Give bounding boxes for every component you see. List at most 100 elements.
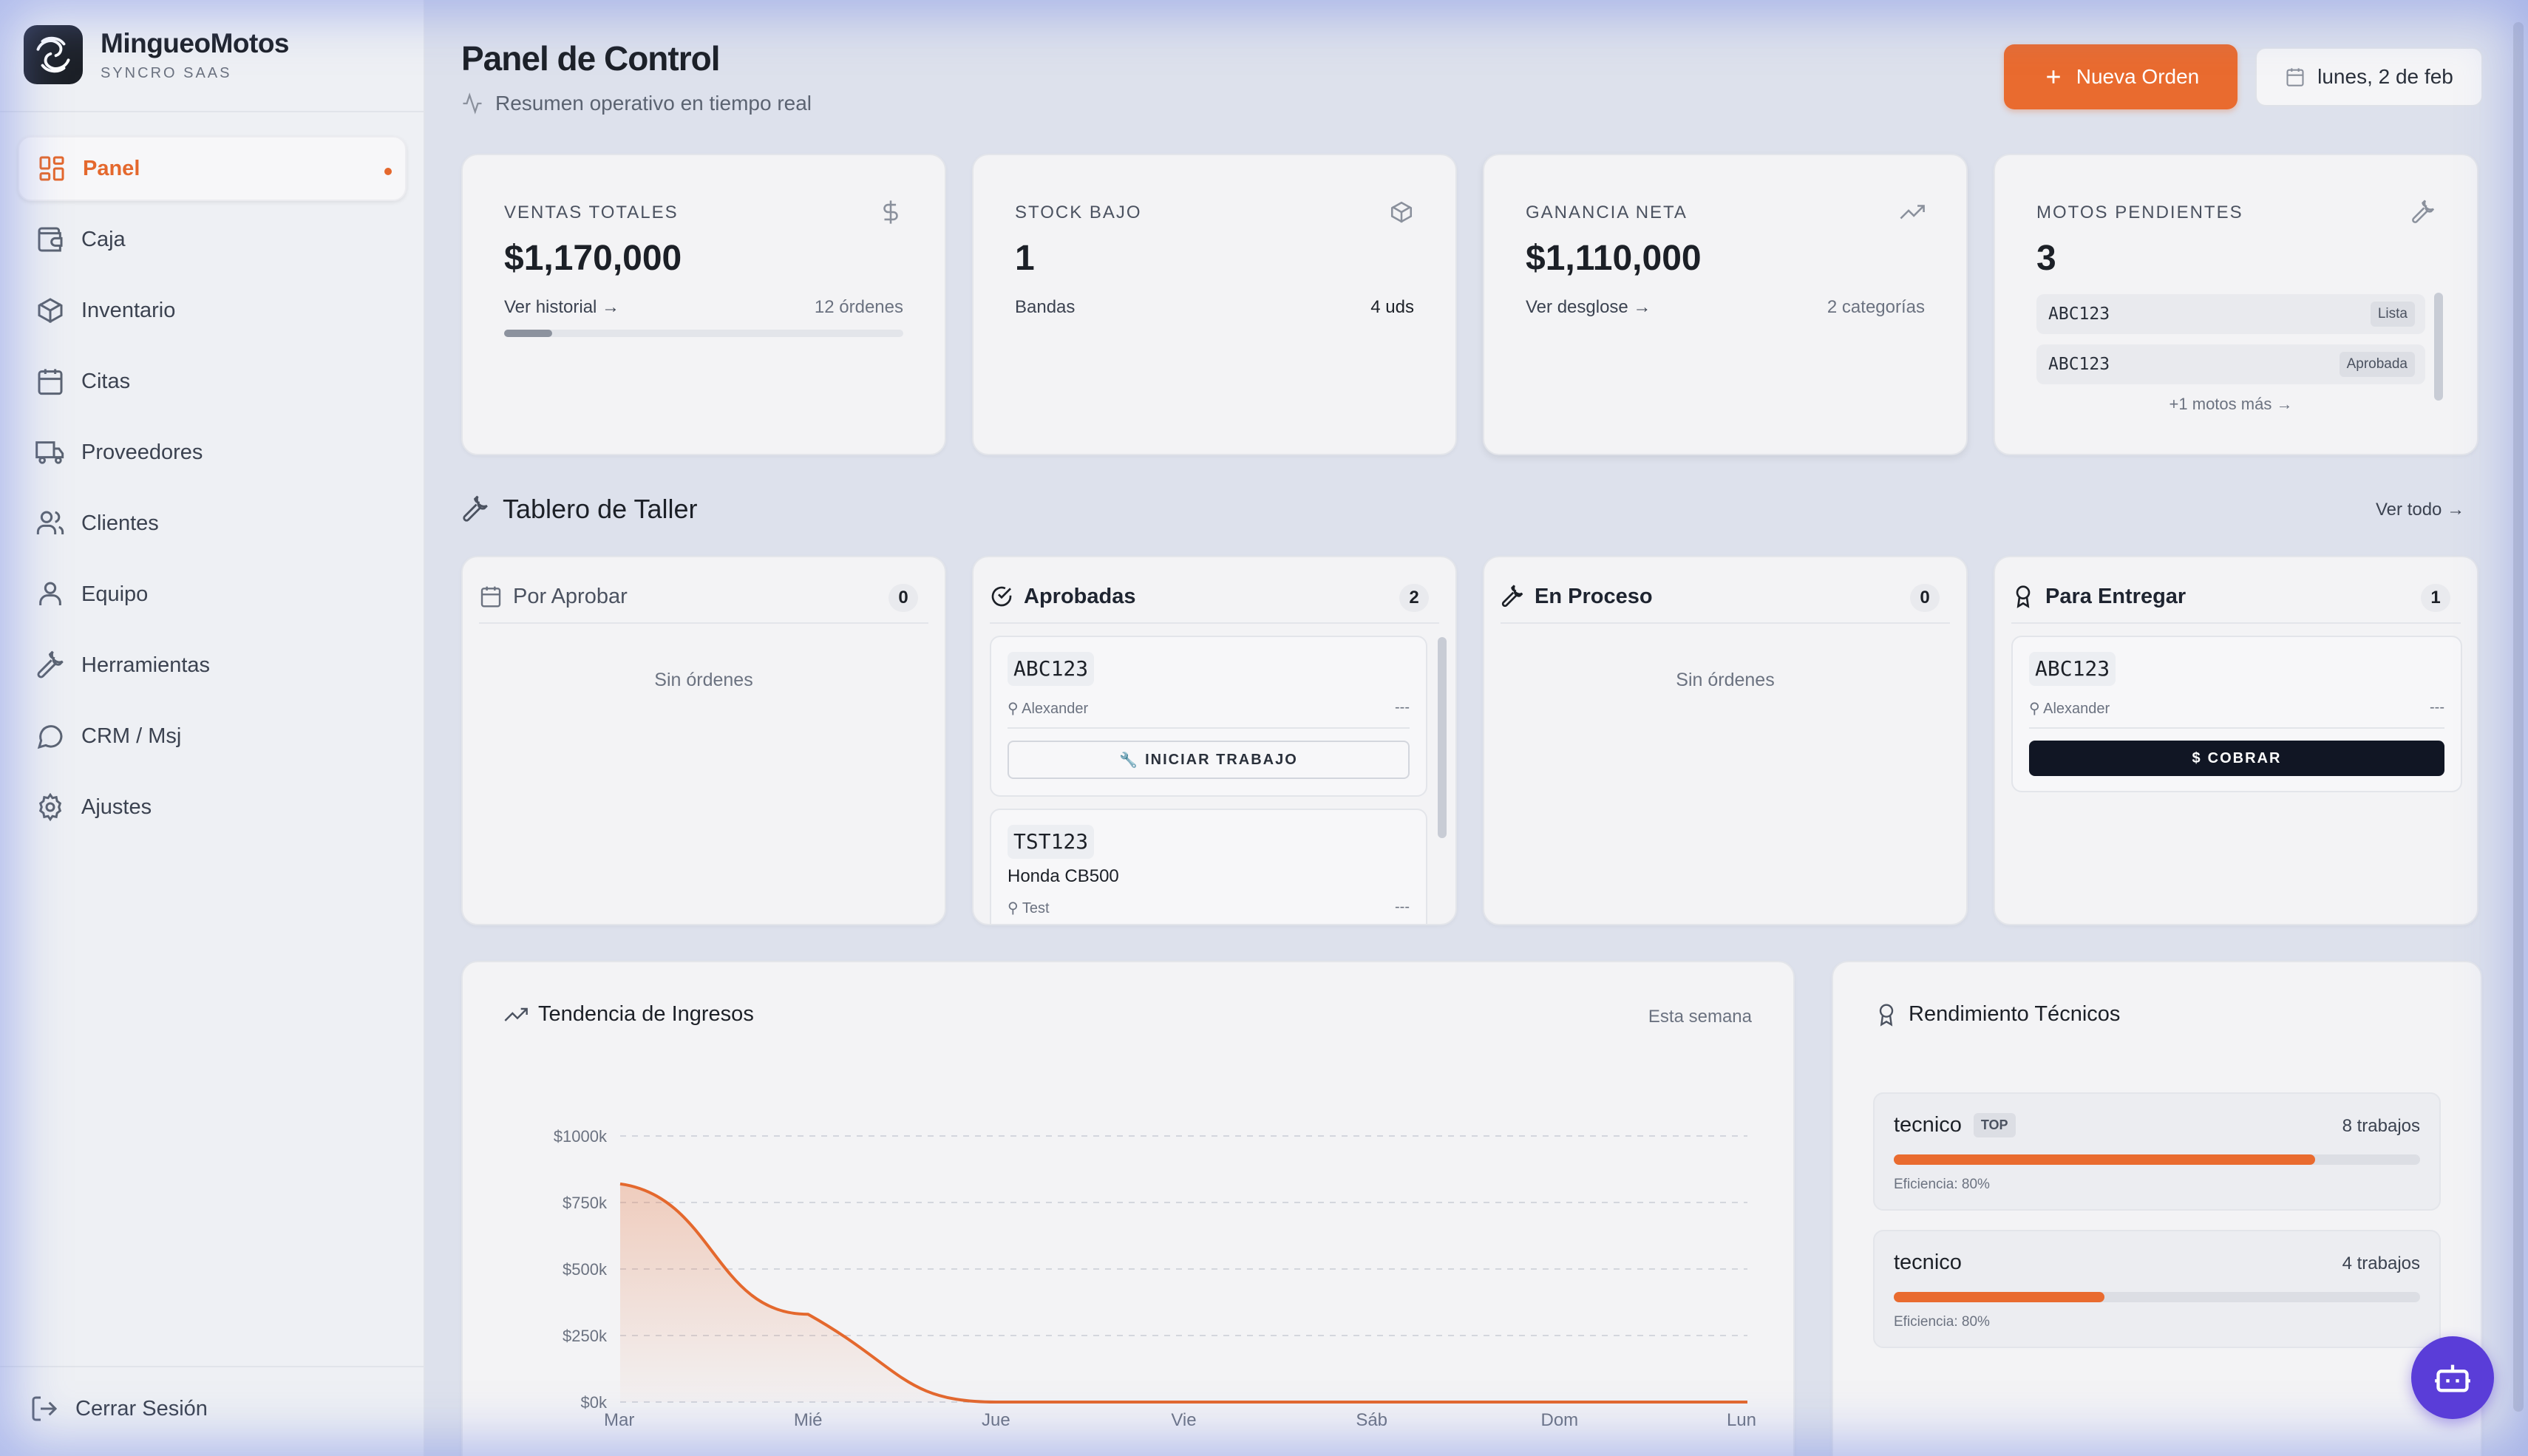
main-content: Panel de Control Resumen operativo en ti… <box>426 0 2528 1456</box>
logo-icon <box>24 25 83 84</box>
sidebar-divider <box>0 111 424 112</box>
order-technician-name: Test <box>1022 900 1050 916</box>
y-tick-label: $250k <box>563 1327 608 1345</box>
x-tick-label: Vie <box>1171 1410 1196 1430</box>
pending-row[interactable]: ABC123 Aprobada <box>2036 344 2425 384</box>
sidebar-item-clientes[interactable]: Clientes <box>18 491 407 556</box>
page-subtitle: Resumen operativo en tiempo real <box>461 92 812 115</box>
x-tick-label: Mar <box>604 1410 634 1430</box>
sidebar-item-label: Panel <box>83 156 140 180</box>
low-stock-item: Bandas <box>1015 297 1076 317</box>
technician-progress-fill <box>1894 1154 2315 1165</box>
technician-name: tecnico TOP <box>1894 1113 2016 1137</box>
sidebar-item-crm[interactable]: CRM / Msj <box>18 704 407 769</box>
column-para-entregar: Para Entregar 1 ABC123 ⚲ Alexander --- $… <box>1994 556 2478 925</box>
sidebar-item-equipo[interactable]: Equipo <box>18 562 407 627</box>
sidebar-item-label: Clientes <box>81 511 159 535</box>
technician-row[interactable]: tecnico TOP 8 trabajos Eficiencia: 80% <box>1873 1092 2441 1211</box>
box-icon <box>1390 201 1413 223</box>
low-stock-qty: 4 uds <box>1370 297 1414 317</box>
sidebar-item-ajustes[interactable]: Ajustes <box>18 775 407 840</box>
column-title: Para Entregar <box>2045 584 2186 608</box>
pending-list: ABC123 Lista ABC123 Aprobada +1 motos má… <box>2036 294 2425 411</box>
order-id: TST123 <box>1008 825 1095 859</box>
order-model: Honda CB500 <box>1008 866 1119 886</box>
column-por-aprobar: Por Aprobar 0 Sin órdenes <box>461 556 946 925</box>
calendar-icon <box>2286 68 2304 86</box>
view-breakdown-link[interactable]: Ver desglose → <box>1526 297 1651 317</box>
date-button[interactable]: lunes, 2 de feb <box>2255 47 2483 106</box>
x-tick-label: Sáb <box>1356 1410 1387 1430</box>
sidebar: MingueoMotos SYNCRO SAAS Panel Caja Inve… <box>0 0 425 1456</box>
technician-progress-track <box>1894 1292 2420 1302</box>
chart-range: Esta semana <box>1648 1007 1752 1027</box>
technicians-title-text: Rendimiento Técnicos <box>1909 1002 2121 1026</box>
user-icon: ⚲ <box>1008 900 1022 916</box>
new-order-button[interactable]: Nueva Orden <box>2004 44 2238 109</box>
award-icon <box>1879 1003 1894 1027</box>
sidebar-item-inventario[interactable]: Inventario <box>18 278 407 343</box>
technician-jobs: 8 trabajos <box>2342 1116 2420 1136</box>
logout-button[interactable]: Cerrar Sesión <box>30 1394 208 1423</box>
users-icon <box>36 511 64 534</box>
sidebar-item-label: Equipo <box>81 582 149 606</box>
new-order-label: Nueva Orden <box>2076 65 2200 88</box>
income-chart: $0k $250k $500k $750k $1000k Mar Mié Jue Vie Sáb D… <box>554 1127 1756 1430</box>
technician-name: tecnico <box>1894 1251 1962 1275</box>
x-tick-label: Dom <box>1540 1410 1578 1430</box>
sidebar-item-herramientas[interactable]: Herramientas <box>18 633 407 698</box>
empty-state: Sin órdenes <box>1676 670 1775 690</box>
start-work-button[interactable]: 🔧 INICIAR TRABAJO <box>1008 741 1410 779</box>
empty-state: Sin órdenes <box>654 670 753 690</box>
sidebar-item-proveedores[interactable]: Proveedores <box>18 420 407 485</box>
stat-card-ganancia: GANANCIA NETA $1,110,000 Ver desglose → … <box>1483 154 1968 455</box>
sidebar-item-label: Proveedores <box>81 440 203 464</box>
order-extra: --- <box>2430 699 2444 715</box>
calendar-icon <box>480 586 501 608</box>
sidebar-item-label: Inventario <box>81 298 176 322</box>
more-motos-link[interactable]: +1 motos más → <box>2169 395 2293 411</box>
order-card[interactable]: ABC123 ⚲ Alexander --- $ COBRAR <box>2011 636 2462 792</box>
charge-button[interactable]: $ COBRAR <box>2029 741 2444 776</box>
order-card[interactable]: ABC123 ⚲ Alexander --- 🔧 INICIAR TRABAJO <box>990 636 1427 797</box>
y-tick-label: $750k <box>563 1194 608 1212</box>
sales-progress-fill <box>504 330 552 337</box>
stat-label: STOCK BAJO <box>1015 203 1142 222</box>
wrench-icon <box>2412 200 2435 223</box>
sidebar-item-label: CRM / Msj <box>81 724 182 748</box>
page-scrollbar-thumb[interactable] <box>2513 22 2524 1412</box>
plus-icon <box>2046 70 2060 84</box>
gear-icon <box>38 792 62 822</box>
sidebar-item-citas[interactable]: Citas <box>18 349 407 414</box>
date-label: lunes, 2 de feb <box>2317 65 2453 88</box>
active-indicator <box>384 168 392 175</box>
technicians-title: Rendimiento Técnicos <box>1875 1002 2120 1027</box>
dollar-icon <box>883 200 898 224</box>
sidebar-item-panel[interactable]: Panel <box>18 136 407 201</box>
sidebar-item-caja[interactable]: Caja <box>18 207 407 272</box>
technician-row[interactable]: tecnico 4 trabajos Eficiencia: 80% <box>1873 1230 2441 1348</box>
brand[interactable]: MingueoMotos SYNCRO SAAS <box>24 25 290 84</box>
see-all-link[interactable]: Ver todo → <box>2376 500 2465 520</box>
page-scrollbar[interactable] <box>2513 22 2524 1412</box>
orders-count: 12 órdenes <box>814 297 903 317</box>
user-icon: ⚲ <box>1008 701 1022 717</box>
column-count: 0 <box>1910 584 1940 612</box>
sidebar-item-label: Caja <box>81 227 126 251</box>
column-title: Por Aprobar <box>513 584 628 608</box>
page-subtitle-text: Resumen operativo en tiempo real <box>495 92 812 115</box>
order-technician: ⚲ Test <box>1008 899 1050 917</box>
board-title-text: Tablero de Taller <box>503 494 698 524</box>
assistant-bot-button[interactable] <box>2411 1336 2494 1419</box>
order-card[interactable]: TST123 Honda CB500 ⚲ Test --- <box>990 809 1427 924</box>
pending-scrollbar[interactable] <box>2434 293 2443 401</box>
chat-icon <box>37 725 63 749</box>
technician-efficiency: Eficiencia: 80% <box>1894 1314 1990 1330</box>
view-history-link[interactable]: Ver historial → <box>504 297 620 317</box>
x-tick-label: Mié <box>794 1410 823 1430</box>
pending-row[interactable]: ABC123 Lista <box>2036 294 2425 334</box>
column-header: En Proceso 0 <box>1501 571 1950 624</box>
column-scrollbar[interactable] <box>1438 637 1447 838</box>
user-icon: ⚲ <box>2029 701 2044 717</box>
wallet-icon <box>38 227 63 252</box>
